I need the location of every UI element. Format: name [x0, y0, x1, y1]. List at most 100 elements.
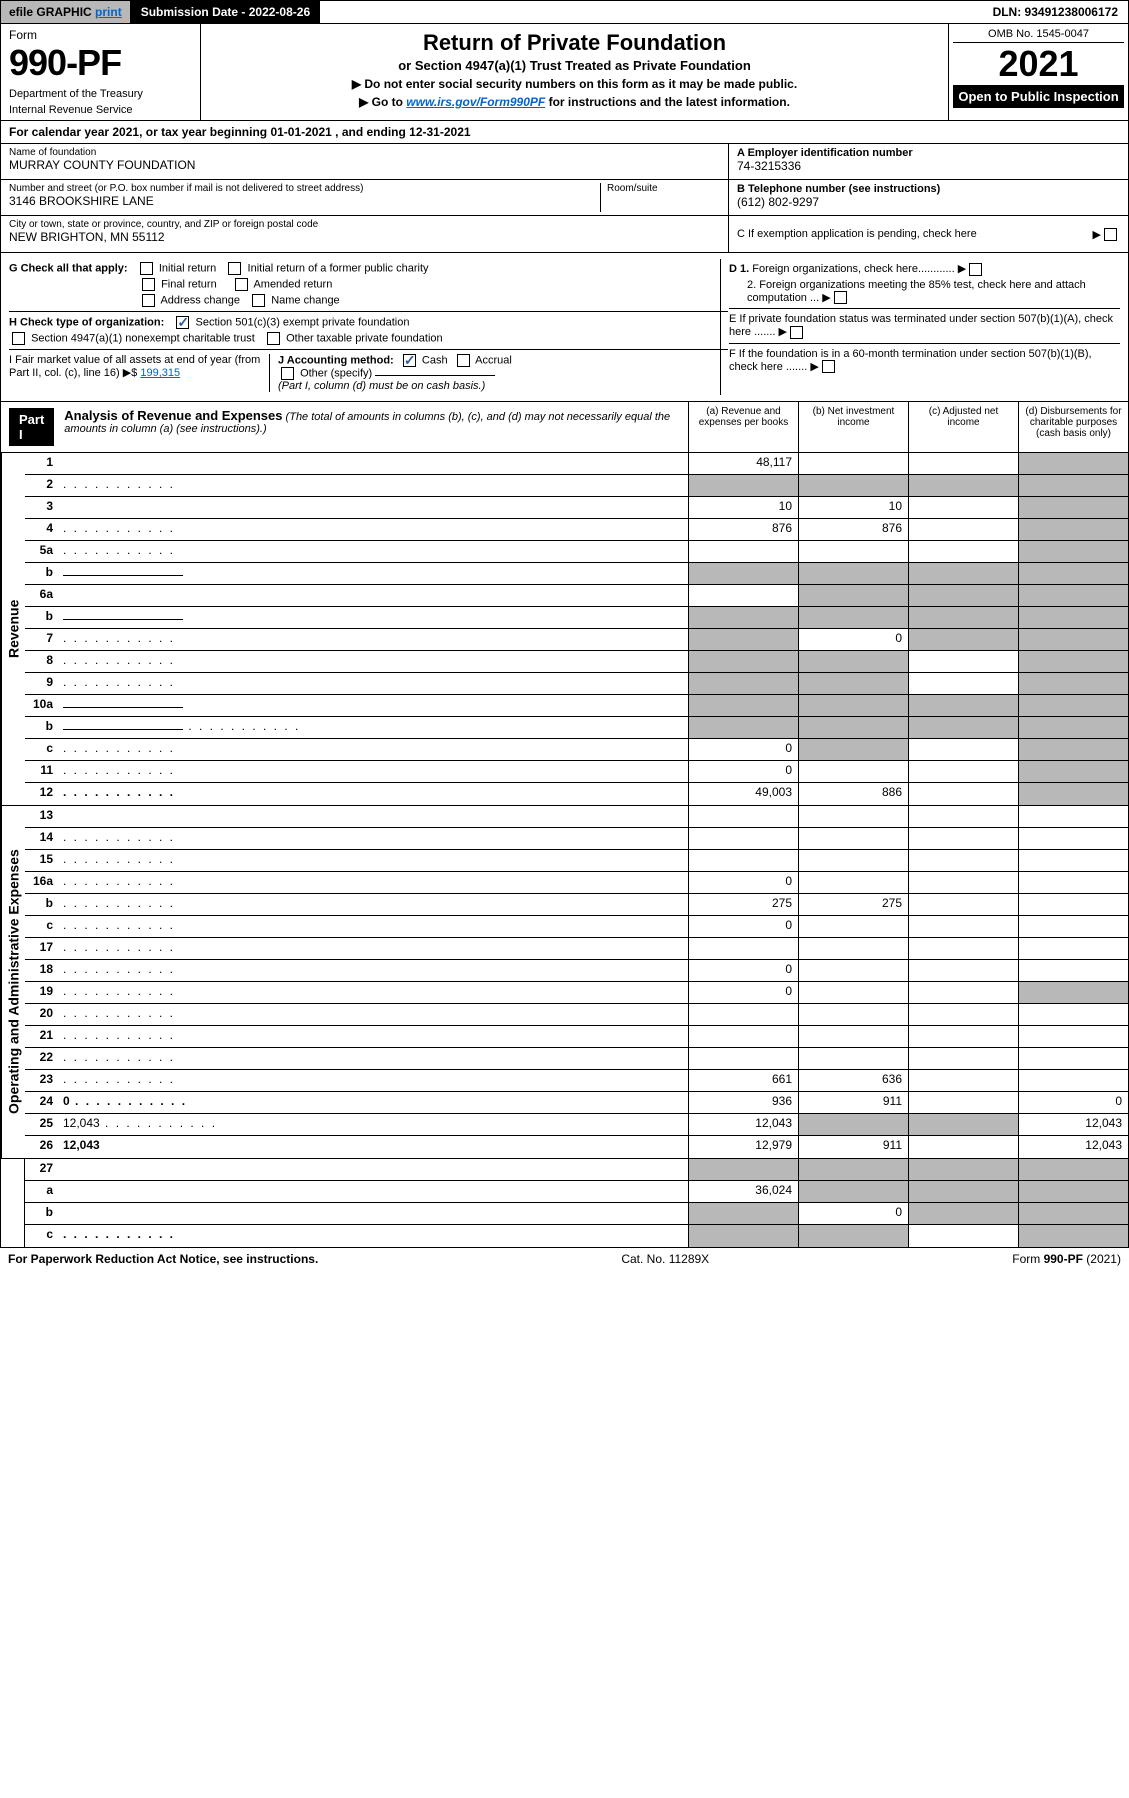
cell-col-a: 936 — [688, 1092, 798, 1113]
g-label: G Check all that apply: — [9, 262, 128, 274]
h-4947-checkbox[interactable] — [12, 332, 25, 345]
cell-col-c — [908, 916, 1018, 937]
city-value: NEW BRIGHTON, MN 55112 — [9, 230, 720, 244]
g-amended-checkbox[interactable] — [235, 278, 248, 291]
cell-col-d — [1018, 563, 1128, 584]
address: 3146 BROOKSHIRE LANE — [9, 194, 600, 208]
efile-print[interactable]: print — [95, 5, 122, 19]
cell-col-a — [688, 585, 798, 606]
row-desc — [59, 739, 688, 760]
h-other-checkbox[interactable] — [267, 332, 280, 345]
row-number: 17 — [25, 938, 59, 959]
cell-col-a — [688, 1048, 798, 1069]
row-number: 7 — [25, 629, 59, 650]
cell-col-b — [798, 739, 908, 760]
j-cash-checkbox[interactable] — [403, 354, 416, 367]
g-initial-return-checkbox[interactable] — [140, 262, 153, 275]
phone-cell: B Telephone number (see instructions) (6… — [729, 180, 1128, 216]
cell-col-c — [908, 1092, 1018, 1113]
cell-col-a: 0 — [688, 739, 798, 760]
row-desc — [59, 585, 688, 606]
cell-col-c — [908, 497, 1018, 518]
row-desc — [59, 541, 688, 562]
row-number: 4 — [25, 519, 59, 540]
cell-col-c — [908, 1225, 1018, 1247]
row-number: 15 — [25, 850, 59, 871]
form-header: Form 990-PF Department of the Treasury I… — [0, 24, 1129, 121]
d2-checkbox[interactable] — [834, 291, 847, 304]
efile-graphic: GRAPHIC — [36, 5, 91, 19]
check-section: G Check all that apply: Initial return I… — [0, 253, 1129, 402]
row-desc — [59, 938, 688, 959]
room-label: Room/suite — [607, 183, 720, 194]
table-row: c0 — [25, 739, 1128, 761]
cell-col-d — [1018, 519, 1128, 540]
row-number: 19 — [25, 982, 59, 1003]
row-number: c — [25, 916, 59, 937]
cell-col-c — [908, 1026, 1018, 1047]
cell-col-b — [798, 761, 908, 782]
row-number: 12 — [25, 783, 59, 805]
final-rows: 27a36,024b0c — [25, 1159, 1128, 1247]
cell-col-c — [908, 850, 1018, 871]
right-checks: D 1. Foreign organizations, check here..… — [720, 259, 1120, 395]
table-row: b — [25, 717, 1128, 739]
cell-col-d — [1018, 1181, 1128, 1202]
irs-link[interactable]: www.irs.gov/Form990PF — [406, 95, 545, 109]
table-row: 2612,04312,97991112,043 — [25, 1136, 1128, 1158]
cell-col-a — [688, 563, 798, 584]
cell-col-a: 49,003 — [688, 783, 798, 805]
col-b-head: (b) Net investment income — [798, 402, 908, 452]
g-name-checkbox[interactable] — [252, 294, 265, 307]
e-checkbox[interactable] — [790, 326, 803, 339]
col-c-head: (c) Adjusted net income — [908, 402, 1018, 452]
col-d-head: (d) Disbursements for charitable purpose… — [1018, 402, 1128, 452]
cell-col-c — [908, 541, 1018, 562]
g-initial-former-checkbox[interactable] — [228, 262, 241, 275]
h-501c3-checkbox[interactable] — [176, 316, 189, 329]
cell-col-a — [688, 629, 798, 650]
row-number: 3 — [25, 497, 59, 518]
cell-col-c — [908, 475, 1018, 496]
cell-col-d — [1018, 761, 1128, 782]
row-desc — [59, 717, 688, 738]
table-row: 8 — [25, 651, 1128, 673]
table-row: 2409369110 — [25, 1092, 1128, 1114]
row-desc — [59, 475, 688, 496]
arrow-icon: ▶ — [779, 326, 787, 338]
row-desc — [59, 1004, 688, 1025]
cell-col-d — [1018, 828, 1128, 849]
row-number: a — [25, 1181, 59, 1202]
row-desc — [59, 1070, 688, 1091]
arrow-icon: ▶ — [958, 263, 966, 275]
j-other: Other (specify) — [300, 367, 372, 379]
table-row: c0 — [25, 916, 1128, 938]
cell-col-b — [798, 673, 908, 694]
cell-col-b: 911 — [798, 1092, 908, 1113]
g-line: G Check all that apply: Initial return I… — [9, 262, 728, 275]
cell-col-d — [1018, 717, 1128, 738]
i-value[interactable]: 199,315 — [140, 367, 180, 379]
row-desc: 12,043 — [59, 1136, 688, 1158]
row-desc — [59, 1225, 688, 1247]
g-address-checkbox[interactable] — [142, 294, 155, 307]
j-accrual-checkbox[interactable] — [457, 354, 470, 367]
f-checkbox[interactable] — [822, 360, 835, 373]
cell-col-a: 36,024 — [688, 1181, 798, 1202]
cell-col-a — [688, 673, 798, 694]
efile-badge: efile GRAPHIC print — [1, 1, 131, 23]
expenses-side-label: Operating and Administrative Expenses — [1, 806, 25, 1158]
cell-col-d — [1018, 607, 1128, 628]
cell-col-b — [798, 828, 908, 849]
revenue-table: Revenue 148,11723101048768765ab 6ab 7089… — [0, 453, 1129, 806]
row-number: 5a — [25, 541, 59, 562]
table-row: 70 — [25, 629, 1128, 651]
c-checkbox[interactable] — [1104, 228, 1117, 241]
cell-col-d — [1018, 475, 1128, 496]
row-desc — [59, 916, 688, 937]
g-final-checkbox[interactable] — [142, 278, 155, 291]
d1-checkbox[interactable] — [969, 263, 982, 276]
efile-prefix: efile — [9, 5, 33, 19]
j-other-checkbox[interactable] — [281, 367, 294, 380]
cell-col-d — [1018, 1026, 1128, 1047]
